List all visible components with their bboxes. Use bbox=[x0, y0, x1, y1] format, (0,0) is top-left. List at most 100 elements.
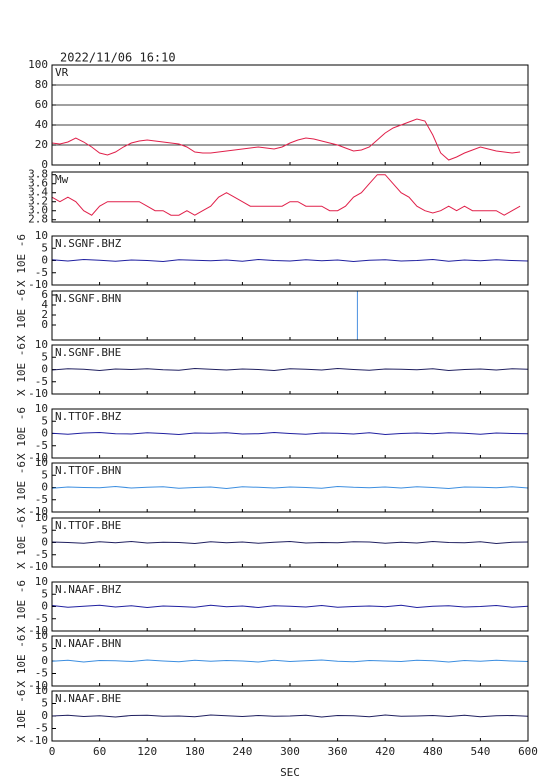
y-axis-label: X 10E -6 bbox=[15, 407, 28, 460]
panel-frame bbox=[51, 462, 529, 513]
y-tick-label: 3.4 bbox=[28, 186, 48, 199]
y-tick-label: 40 bbox=[35, 118, 48, 131]
panel-frame bbox=[51, 635, 529, 687]
x-tick-label: 240 bbox=[232, 745, 252, 758]
y-tick-label: -10 bbox=[28, 278, 48, 291]
y-tick-label: -10 bbox=[28, 451, 48, 464]
panel-label: N.SGNF.BHE bbox=[55, 346, 121, 359]
panel-label: Mw bbox=[55, 173, 69, 186]
series-line bbox=[51, 174, 521, 216]
panel-label: N.SGNF.BHN bbox=[55, 292, 121, 305]
y-tick-label: -10 bbox=[28, 624, 48, 637]
y-tick-label: 10 bbox=[35, 629, 48, 642]
x-tick-label: 600 bbox=[518, 745, 538, 758]
y-tick-label: -5 bbox=[35, 722, 48, 735]
chart-title: 2022/11/06 16:10 bbox=[60, 51, 176, 65]
y-tick-label: 0 bbox=[41, 427, 48, 440]
series-line bbox=[51, 258, 529, 263]
y-axis-label: X 10E -6 bbox=[15, 690, 28, 743]
y-tick-label: 0 bbox=[41, 254, 48, 267]
y-tick-label: 0 bbox=[41, 654, 48, 667]
y-tick-label: 6 bbox=[41, 288, 48, 301]
series-line bbox=[51, 659, 529, 663]
series-line bbox=[51, 714, 529, 718]
x-tick-label: 300 bbox=[280, 745, 300, 758]
x-tick-label: 180 bbox=[185, 745, 205, 758]
y-tick-label: 4 bbox=[41, 298, 48, 311]
y-tick-label: 3.6 bbox=[28, 177, 48, 190]
y-tick-label: -5 bbox=[35, 612, 48, 625]
y-tick-label: 0 bbox=[41, 481, 48, 494]
y-tick-label: 80 bbox=[35, 78, 48, 91]
y-tick-label: 5 bbox=[41, 523, 48, 536]
y-tick-label: -5 bbox=[35, 493, 48, 506]
panel-label: VR bbox=[55, 66, 69, 79]
y-tick-label: -5 bbox=[35, 375, 48, 388]
panel-frame bbox=[51, 344, 529, 395]
x-tick-label: 120 bbox=[137, 745, 157, 758]
y-axis-label: X 10E -6 bbox=[15, 343, 28, 396]
panel-frame bbox=[51, 581, 529, 632]
y-tick-label: 5 bbox=[41, 697, 48, 710]
y-tick-label: 60 bbox=[35, 98, 48, 111]
x-tick-label: 60 bbox=[93, 745, 106, 758]
y-tick-label: 0 bbox=[41, 363, 48, 376]
y-axis-label: X 10E -6 bbox=[15, 461, 28, 514]
y-tick-label: 10 bbox=[35, 456, 48, 469]
y-tick-label: 5 bbox=[41, 468, 48, 481]
y-tick-label: 0 bbox=[41, 709, 48, 722]
y-tick-label: -5 bbox=[35, 439, 48, 452]
panel-label: N.TTOF.BHE bbox=[55, 519, 121, 532]
x-axis-label: SEC bbox=[280, 766, 300, 779]
y-tick-label: 100 bbox=[28, 58, 48, 71]
y-tick-label: 0 bbox=[41, 158, 48, 171]
y-tick-label: 5 bbox=[41, 350, 48, 363]
y-tick-label: -10 bbox=[28, 734, 48, 747]
y-tick-label: -10 bbox=[28, 679, 48, 692]
y-tick-label: -10 bbox=[28, 560, 48, 573]
y-axis-label: X 10E -6 bbox=[15, 635, 28, 688]
panel-label: N.NAAF.BHZ bbox=[55, 583, 122, 596]
x-tick-label: 0 bbox=[49, 745, 56, 758]
y-tick-label: 10 bbox=[35, 684, 48, 697]
panel-label: N.TTOF.BHZ bbox=[55, 410, 122, 423]
y-tick-label: 20 bbox=[35, 138, 48, 151]
y-tick-label: 3.0 bbox=[28, 204, 48, 217]
y-axis-label: X 10E -6 bbox=[15, 516, 28, 569]
y-tick-label: 5 bbox=[41, 241, 48, 254]
panel-frame bbox=[51, 690, 529, 742]
x-tick-label: 360 bbox=[328, 745, 348, 758]
y-tick-label: 5 bbox=[41, 587, 48, 600]
y-tick-label: -5 bbox=[35, 548, 48, 561]
y-tick-label: -10 bbox=[28, 387, 48, 400]
panel-frame bbox=[51, 235, 529, 286]
panel-label: N.TTOF.BHN bbox=[55, 464, 121, 477]
y-tick-label: 5 bbox=[41, 642, 48, 655]
y-tick-label: -5 bbox=[35, 667, 48, 680]
panel-frame bbox=[51, 171, 529, 223]
y-tick-label: 10 bbox=[35, 511, 48, 524]
y-axis-label: X 10E -6 bbox=[15, 289, 28, 342]
y-tick-label: 3.8 bbox=[28, 168, 48, 181]
series-line bbox=[51, 367, 529, 372]
y-tick-label: 2.8 bbox=[28, 213, 48, 226]
y-tick-label: 10 bbox=[35, 402, 48, 415]
y-tick-label: 3.2 bbox=[28, 195, 48, 208]
series-line bbox=[51, 604, 529, 609]
x-tick-label: 480 bbox=[423, 745, 443, 758]
y-tick-label: -10 bbox=[28, 505, 48, 518]
y-tick-label: 10 bbox=[35, 338, 48, 351]
panel-label: N.NAAF.BHN bbox=[55, 637, 121, 650]
series-line bbox=[51, 540, 529, 545]
y-axis-label: X 10E -6 bbox=[15, 234, 28, 287]
y-axis-label: X 10E -6 bbox=[15, 580, 28, 633]
y-tick-label: 10 bbox=[35, 229, 48, 242]
panel-label: N.NAAF.BHE bbox=[55, 692, 121, 705]
x-tick-label: 540 bbox=[470, 745, 490, 758]
y-tick-label: 2 bbox=[41, 308, 48, 321]
series-line bbox=[51, 485, 529, 490]
panel-frame bbox=[51, 408, 529, 459]
y-tick-label: 0 bbox=[41, 600, 48, 613]
y-tick-label: 0 bbox=[41, 536, 48, 549]
